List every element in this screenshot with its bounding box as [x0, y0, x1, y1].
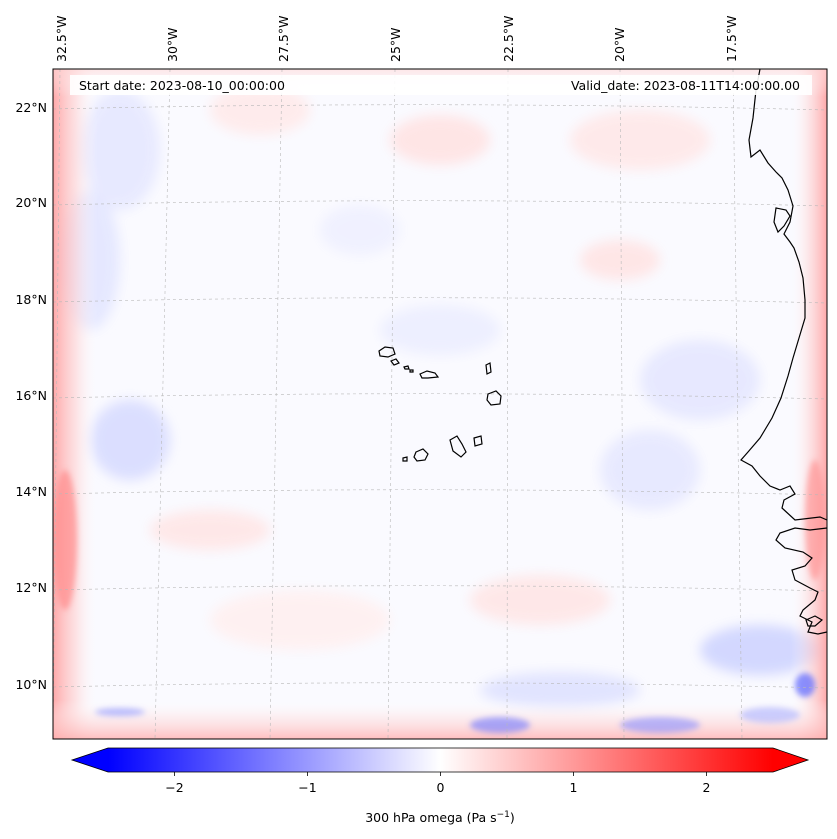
colorbar-ticks: −2 −1 0 1 2: [165, 772, 710, 795]
lon-label: 17.5°W: [724, 16, 739, 62]
lon-label: 20°W: [612, 27, 627, 62]
colorbar-max-extend: [773, 748, 808, 772]
africa-coastline: [740, 69, 827, 635]
colorbar: −2 −1 0 1 2 300 hPa omega (Pa s−1): [70, 747, 810, 825]
colorbar-outline: [70, 747, 810, 773]
colorbar-tick-label: −2: [165, 780, 183, 795]
lon-label: 32.5°W: [54, 16, 69, 62]
lat-label: 10°N: [15, 677, 47, 692]
lat-label: 22°N: [15, 100, 47, 115]
info-bar: [70, 75, 812, 95]
lat-label: 20°N: [15, 195, 47, 210]
graticule: [53, 69, 827, 739]
lon-label: 25°W: [388, 27, 403, 62]
lon-label: 27.5°W: [276, 16, 291, 62]
colorbar-body: [108, 748, 773, 772]
colorbar-tick-label: 1: [570, 780, 578, 795]
map-frame: [52, 68, 828, 740]
lon-label: 22.5°W: [501, 16, 516, 62]
colorbar-tick-label: −1: [298, 780, 316, 795]
lat-label: 14°N: [15, 484, 47, 499]
colorbar-tick-label: 0: [437, 780, 445, 795]
colorbar-tick-label: 2: [703, 780, 711, 795]
valid-date-label: Valid_date: 2023-08-11T14:00:00.00: [571, 78, 800, 93]
omega-field: [53, 69, 827, 739]
lat-label: 16°N: [15, 388, 47, 403]
start-date-label: Start date: 2023-08-10_00:00:00: [79, 78, 285, 93]
colorbar-label: 300 hPa omega (Pa s−1): [365, 810, 515, 825]
colorbar-min-extend: [72, 748, 108, 772]
cape-verde-islands: [378, 346, 502, 462]
longitude-labels: 32.5°W 30°W 27.5°W 25°W 22.5°W 20°W 17.5…: [54, 16, 739, 62]
lon-label: 30°W: [165, 27, 180, 62]
lat-label: 12°N: [15, 580, 47, 595]
latitude-labels: 22°N 20°N 18°N 16°N 14°N 12°N 10°N: [15, 100, 47, 692]
lat-label: 18°N: [15, 292, 47, 307]
